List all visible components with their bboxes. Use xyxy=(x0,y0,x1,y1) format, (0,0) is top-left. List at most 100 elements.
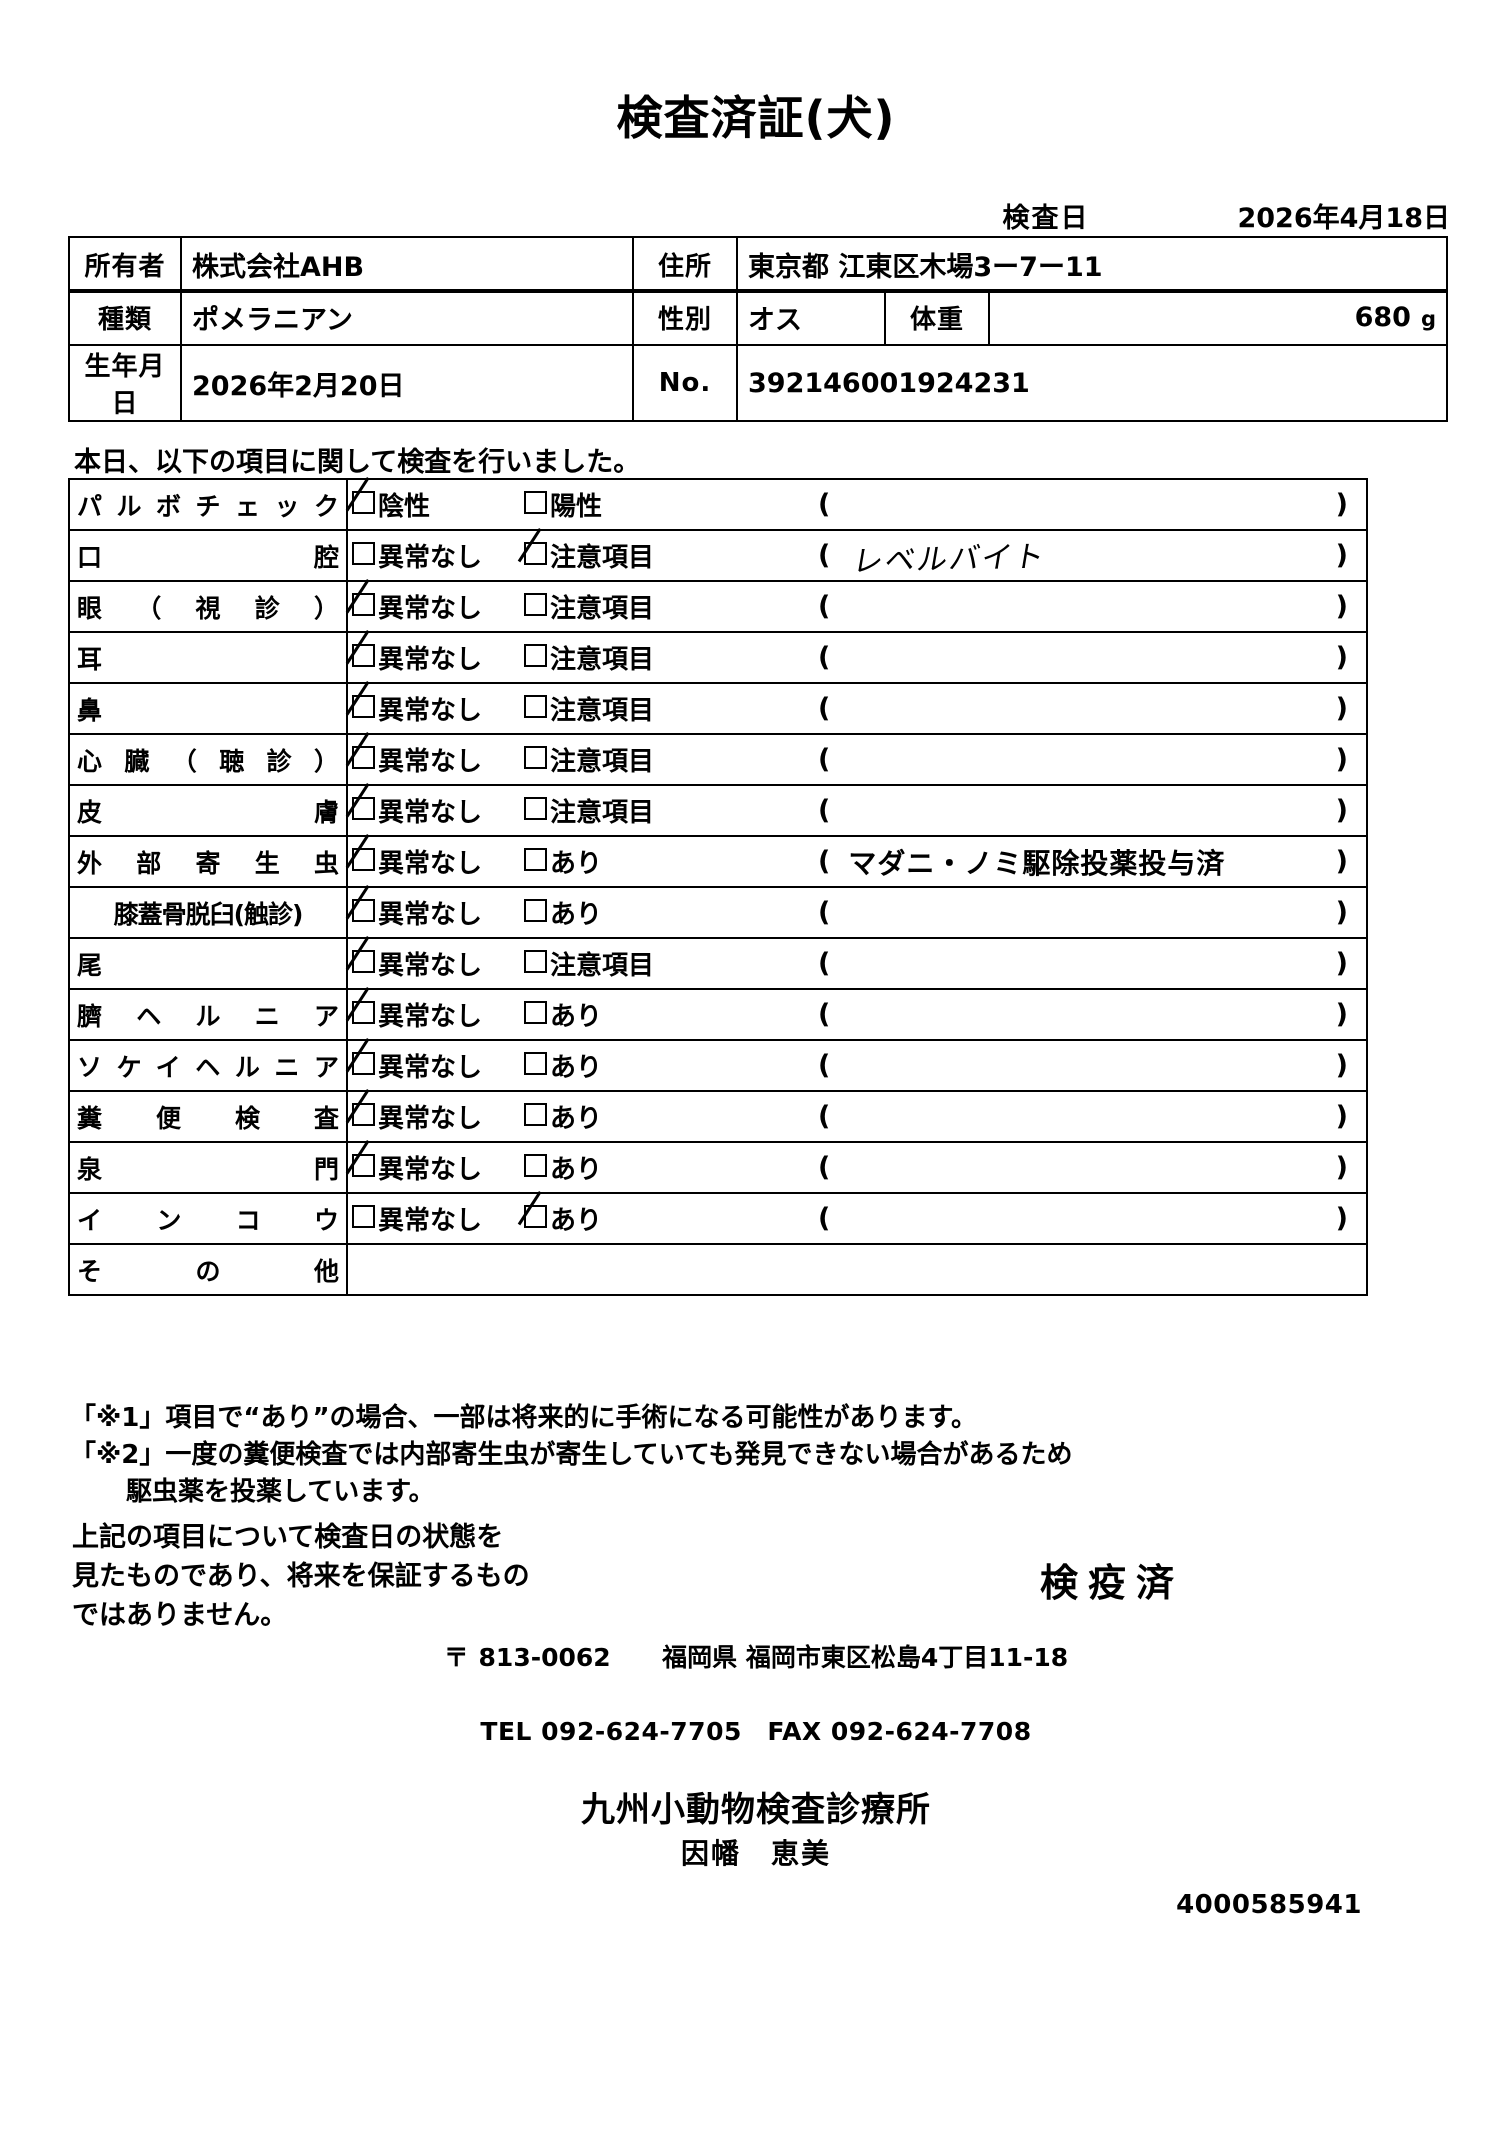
checkbox-option-2[interactable]: 注意項目 xyxy=(524,537,654,574)
checkbox-icon[interactable] xyxy=(524,1154,547,1177)
paren-close: ) xyxy=(1335,1152,1348,1183)
checkbox-icon[interactable] xyxy=(524,1001,547,1024)
checkbox-option-2[interactable]: 注意項目 xyxy=(524,792,654,829)
checklist-note-field[interactable]: () xyxy=(818,480,1348,529)
checkbox-option-1[interactable]: 異常なし xyxy=(352,1098,524,1135)
checklist-note-field[interactable]: () xyxy=(818,786,1348,835)
checklist-note-field[interactable]: () xyxy=(818,990,1348,1039)
checkbox-option-1[interactable]: 異常なし xyxy=(352,537,524,574)
checkbox-icon[interactable] xyxy=(352,848,375,871)
checkbox-option-1[interactable]: 異常なし xyxy=(352,639,524,676)
paren-close: ) xyxy=(1335,693,1348,724)
checkbox-option-1[interactable]: 異常なし xyxy=(352,792,524,829)
checklist-note-field[interactable]: () xyxy=(818,1041,1348,1090)
checklist-note-field[interactable]: () xyxy=(818,633,1348,682)
checklist-note-field[interactable]: () xyxy=(818,582,1348,631)
checkbox-option-1-label: 異常なし xyxy=(378,696,483,726)
checkbox-option-1[interactable]: 異常なし xyxy=(352,894,524,931)
checkbox-option-2[interactable]: あり xyxy=(524,1098,602,1135)
checkbox-icon[interactable] xyxy=(524,1052,547,1075)
checkbox-icon[interactable] xyxy=(352,950,375,973)
checkbox-option-2[interactable]: 注意項目 xyxy=(524,588,654,625)
checkbox-icon[interactable] xyxy=(524,746,547,769)
checklist-options: 異常なし 注意項目 () xyxy=(346,631,1368,684)
checkbox-icon[interactable] xyxy=(352,746,375,769)
checklist-note-field[interactable]: () xyxy=(818,735,1348,784)
checklist-note-field[interactable]: () xyxy=(818,939,1348,988)
footnote-2: 「※2」一度の糞便検査では内部寄生虫が寄生していても発見できない場合があるため xyxy=(70,1439,1073,1470)
checkbox-option-1[interactable]: 異常なし xyxy=(352,588,524,625)
checkbox-icon[interactable] xyxy=(352,797,375,820)
checklist-note-field[interactable]: (レベルバイト) xyxy=(818,531,1348,580)
checkbox-option-2[interactable]: あり xyxy=(524,1047,602,1084)
checklist-options: 異常なし 注意項目 () xyxy=(346,580,1368,633)
checkbox-icon[interactable] xyxy=(524,950,547,973)
checkbox-option-1[interactable]: 陰性 xyxy=(352,486,524,523)
checkbox-option-2-label: 注意項目 xyxy=(550,747,655,777)
checkbox-option-1[interactable]: 異常なし xyxy=(352,1149,524,1186)
checkbox-icon[interactable] xyxy=(352,491,375,514)
checklist-item-label: 鼻 xyxy=(68,682,348,735)
paren-open: ( xyxy=(818,1203,831,1234)
checkbox-option-2[interactable]: 陽性 xyxy=(524,486,602,523)
checkbox-icon[interactable] xyxy=(352,1205,375,1228)
checkbox-icon[interactable] xyxy=(352,1052,375,1075)
checkbox-icon[interactable] xyxy=(524,695,547,718)
checkbox-option-1-label: 異常なし xyxy=(378,594,483,624)
checkbox-icon[interactable] xyxy=(352,542,375,565)
checkbox-option-2[interactable]: あり xyxy=(524,1200,602,1237)
checkbox-icon[interactable] xyxy=(352,1103,375,1126)
checkbox-option-2[interactable]: あり xyxy=(524,1149,602,1186)
checkbox-icon[interactable] xyxy=(524,491,547,514)
address-label: 住所 xyxy=(632,236,738,293)
checkbox-icon[interactable] xyxy=(352,1154,375,1177)
checklist-note-field[interactable]: () xyxy=(818,684,1348,733)
exam-date-row: 検査日 2026年4月18日 xyxy=(0,196,1450,235)
checkbox-option-2-label: あり xyxy=(550,1002,603,1032)
checkbox-option-1[interactable]: 異常なし xyxy=(352,690,524,727)
checkbox-option-1[interactable]: 異常なし xyxy=(352,1047,524,1084)
checkbox-option-2[interactable]: 注意項目 xyxy=(524,639,654,676)
checkbox-icon[interactable] xyxy=(352,1001,375,1024)
checklist-note-field[interactable]: () xyxy=(818,888,1348,937)
checkbox-option-2[interactable]: 注意項目 xyxy=(524,741,654,778)
checkbox-icon[interactable] xyxy=(524,593,547,616)
paren-open: ( xyxy=(818,1101,831,1132)
paren-open: ( xyxy=(818,897,831,928)
checkbox-option-1[interactable]: 異常なし xyxy=(352,843,524,880)
checkbox-option-2[interactable]: 注意項目 xyxy=(524,945,654,982)
paren-close: ) xyxy=(1335,744,1348,775)
checklist-note-field[interactable]: (マダニ・ノミ駆除投薬投与済) xyxy=(818,837,1348,886)
checkbox-option-2[interactable]: あり xyxy=(524,843,602,880)
checkbox-option-2[interactable]: あり xyxy=(524,894,602,931)
checkbox-option-2-label: あり xyxy=(550,1104,603,1134)
checklist-options: 陰性 陽性 () xyxy=(346,478,1368,531)
checkbox-option-1[interactable]: 異常なし xyxy=(352,741,524,778)
checkbox-option-2[interactable]: 注意項目 xyxy=(524,690,654,727)
checkbox-icon[interactable] xyxy=(352,593,375,616)
clinic-address-text: 福岡県 福岡市東区松島4丁目11-18 xyxy=(662,1643,1069,1672)
checkbox-option-1[interactable]: 異常なし xyxy=(352,945,524,982)
checkbox-option-2[interactable]: あり xyxy=(524,996,602,1033)
checklist-note-field[interactable]: () xyxy=(818,1143,1348,1192)
checkbox-icon[interactable] xyxy=(524,797,547,820)
checkbox-option-1[interactable]: 異常なし xyxy=(352,1200,524,1237)
checkbox-icon[interactable] xyxy=(524,1103,547,1126)
checkbox-icon[interactable] xyxy=(524,899,547,922)
checklist-note-field[interactable]: () xyxy=(818,1194,1348,1243)
checkbox-option-1[interactable]: 異常なし xyxy=(352,996,524,1033)
checkbox-icon[interactable] xyxy=(352,695,375,718)
checkbox-icon[interactable] xyxy=(524,644,547,667)
breed-row: 種類 ポメラニアン 性別 オス 体重 680 g xyxy=(68,289,1448,346)
checkbox-icon[interactable] xyxy=(524,542,547,565)
checklist-note-field[interactable]: () xyxy=(818,1092,1348,1141)
checkbox-icon[interactable] xyxy=(352,644,375,667)
paren-close: ) xyxy=(1335,540,1348,571)
checkbox-icon[interactable] xyxy=(524,1205,547,1228)
checkbox-icon[interactable] xyxy=(352,899,375,922)
checkbox-option-1-label: 異常なし xyxy=(378,798,483,828)
exam-date-value: 2026年4月18日 xyxy=(1237,203,1450,234)
checkbox-icon[interactable] xyxy=(524,848,547,871)
